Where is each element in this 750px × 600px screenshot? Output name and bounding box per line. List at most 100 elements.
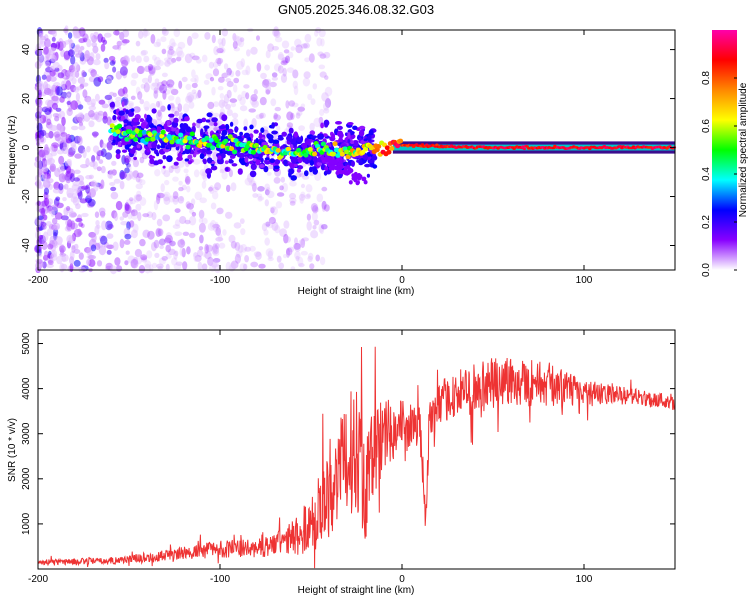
- spectrogram-cell: [173, 263, 182, 270]
- spectrogram-cell: [366, 173, 370, 178]
- spectrogram-cell: [197, 249, 203, 258]
- spectrogram-cell: [273, 63, 282, 72]
- spectrogram-cell: [389, 146, 395, 151]
- spectrogram-cell: [157, 100, 163, 109]
- spectrogram-cell: [234, 253, 241, 264]
- spectrogram-cell: [61, 134, 67, 143]
- spectrogram-cell: [199, 197, 207, 204]
- spectrogram-cell: [261, 223, 268, 232]
- spectrogram-cell: [79, 45, 85, 51]
- spectrogram-cell: [201, 263, 208, 271]
- spectrogram-cell: [192, 92, 198, 100]
- spectrogram-cell: [139, 156, 145, 164]
- spectrogram-cell: [226, 109, 233, 117]
- spectrogram-cell: [300, 43, 308, 49]
- spectrogram-cell: [181, 247, 186, 258]
- spectrogram-cell: [180, 238, 185, 246]
- spectrogram-cell: [235, 70, 241, 77]
- spectrogram-cell: [202, 251, 207, 258]
- spectrogram-cell: [56, 202, 64, 209]
- spectrogram-cell: [223, 94, 230, 104]
- spectrogram-cell: [138, 178, 143, 184]
- spectrogram-cell: [283, 233, 289, 244]
- spectrogram-cell: [217, 155, 222, 160]
- spectrogram-cell: [154, 252, 160, 258]
- spectrogram-cell: [290, 266, 296, 271]
- spectrogram-cell: [168, 46, 174, 51]
- spectrogram-cell: [280, 60, 288, 66]
- spectrogram-cell: [323, 119, 330, 127]
- spectrogram-cell: [316, 37, 323, 47]
- spectrogram-cell: [184, 158, 190, 162]
- spectrogram-cell: [335, 153, 341, 158]
- spectrogram-cell: [347, 132, 351, 139]
- spectrogram-cell: [168, 240, 173, 246]
- spectrogram-cell: [163, 196, 171, 205]
- spectrogram-cell: [206, 172, 211, 179]
- spectrogram-cell: [50, 165, 55, 171]
- spectrogram-cell: [212, 61, 219, 68]
- spectrogram-cell: [217, 58, 222, 67]
- spectrogram-cell: [279, 228, 287, 237]
- spectrogram-cell: [246, 49, 251, 57]
- spectrogram-cell: [273, 165, 280, 170]
- spectrogram-cell: [109, 60, 116, 66]
- spectrogram-cell: [135, 194, 143, 202]
- spectrogram-cell: [104, 32, 112, 38]
- spectrogram-cell: [234, 241, 241, 251]
- spectrogram-cell: [321, 92, 329, 102]
- spectrogram-cell: [299, 197, 304, 204]
- spectrogram-cell: [318, 64, 326, 70]
- spectrogram-cell: [177, 159, 185, 168]
- spectrogram-cell: [219, 169, 224, 174]
- spectrogram-cell: [216, 207, 224, 215]
- spectrogram-cell: [293, 131, 298, 138]
- spectrogram-cell: [229, 98, 238, 103]
- spectrogram-cell: [151, 82, 159, 87]
- spectrogram-cell: [171, 110, 177, 115]
- spectrogram-cell: [44, 38, 51, 49]
- spectrogram-cell: [72, 181, 80, 187]
- spectrogram-cell: [136, 144, 141, 149]
- spectrogram-cell: [222, 147, 226, 153]
- spectrogram-cell: [176, 156, 183, 161]
- spectrogram-cell: [212, 191, 219, 200]
- spectrogram-cell: [237, 94, 243, 101]
- spectrogram-cell: [319, 53, 327, 59]
- spectrogram-cell: [77, 228, 82, 237]
- spectrogram-cell: [172, 191, 179, 200]
- spectrogram-cell: [78, 222, 84, 227]
- spectrogram-cell: [168, 165, 174, 173]
- spectrogram-cell: [224, 160, 229, 165]
- spectrogram-cell: [139, 118, 145, 123]
- spectrogram-cell: [177, 116, 183, 124]
- spectrogram-cell: [51, 95, 59, 102]
- spectrogram-cell: [253, 158, 257, 162]
- spectrogram-cell: [67, 32, 73, 39]
- spectrogram-cell: [153, 239, 160, 249]
- spectrogram-cell: [294, 237, 298, 245]
- spectrogram-cell: [41, 241, 48, 250]
- spectrogram-cell: [233, 77, 240, 84]
- spectrogram-cell: [267, 250, 273, 260]
- spectrogram-cell: [56, 123, 64, 133]
- spectrogram-cell: [75, 86, 83, 91]
- spectrogram-cell: [289, 197, 297, 204]
- spectrogram-cell: [318, 116, 324, 125]
- spectrogram-cell: [368, 129, 374, 136]
- spectrogram-cell: [135, 255, 143, 265]
- spectrogram-cell: [135, 175, 141, 183]
- spectrogram-cell: [339, 151, 345, 157]
- spectrogram-cell: [265, 248, 274, 257]
- spectrogram-cell: [130, 121, 138, 126]
- colorbar: 0.0 0.2 0.4 0.6 0.8 Normalized spectral ampl…: [701, 30, 749, 277]
- spectrogram-cell: [172, 195, 179, 205]
- spectrogram-cell: [40, 129, 47, 137]
- spectrogram-cell: [230, 102, 237, 108]
- spectrogram-cell: [358, 125, 366, 130]
- spectrogram-cell: [88, 105, 97, 111]
- spectrogram-cell: [193, 169, 200, 178]
- spectrogram-cell: [112, 66, 117, 73]
- spectrogram-cell: [293, 242, 301, 250]
- spectrogram-cell: [290, 112, 295, 120]
